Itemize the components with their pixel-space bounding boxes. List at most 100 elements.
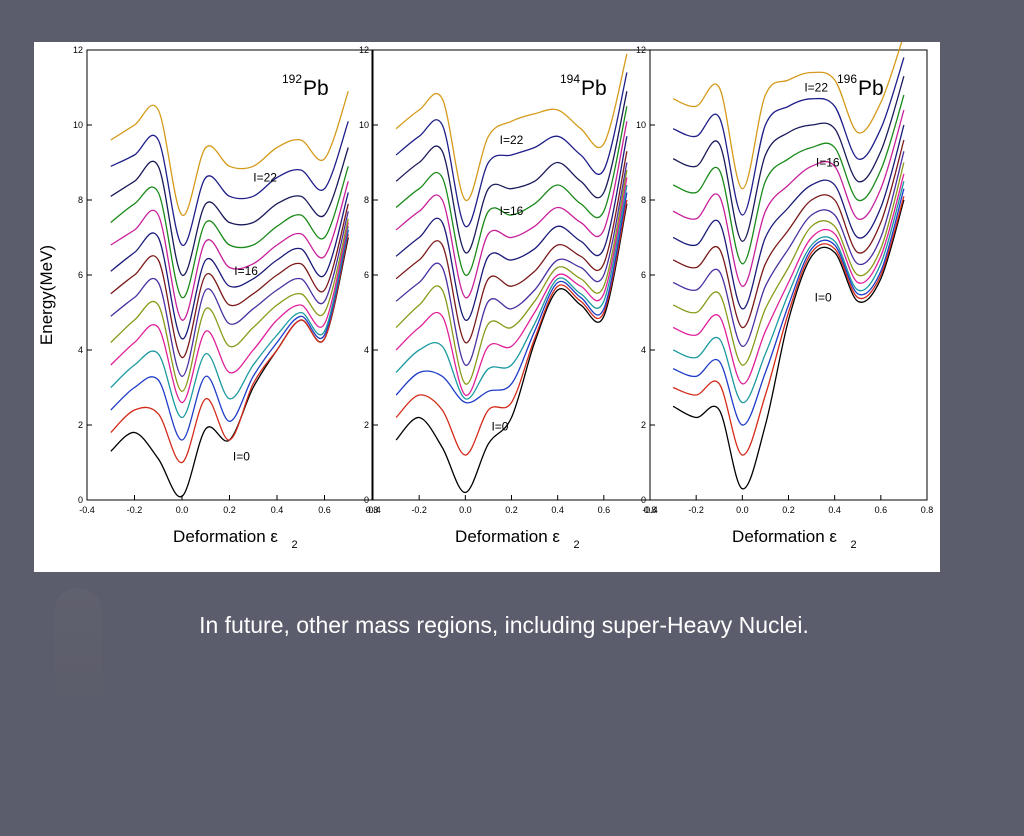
x-tick-label: -0.4 [642, 505, 658, 515]
y-tick-label: 0 [78, 495, 83, 505]
series-line-3 [672, 181, 905, 404]
x-tick-label: 0.4 [551, 505, 564, 515]
plot-frame-0 [86, 49, 373, 501]
series-line-7 [110, 203, 349, 359]
spin-label: I=16 [500, 204, 524, 218]
series-line-2 [672, 188, 905, 426]
spin-label: I=16 [234, 264, 258, 278]
spin-label: I=16 [816, 155, 840, 169]
y-tick-label: 0 [364, 495, 369, 505]
decorative-watermark [54, 588, 102, 723]
x-tick-label: 0.2 [223, 505, 236, 515]
series-line-7 [672, 139, 905, 329]
x-tick-label: -0.2 [411, 505, 427, 515]
x-tick-label: 0.0 [736, 505, 749, 515]
y-tick-label: 10 [636, 120, 646, 130]
series-line-12 [395, 72, 628, 227]
y-tick-label: 10 [359, 120, 369, 130]
series-line-11 [672, 76, 905, 242]
chart-figure: 0 2 4 6 8 10 12 -0.4 -0.2 0.0 0.2 0.4 0.6 0.8 I=0 I=16 I… [34, 42, 940, 572]
series-line-7 [395, 151, 628, 344]
x-axis-label-subscript: 2 [851, 539, 857, 551]
series-line-10 [395, 106, 628, 276]
series-line-8 [110, 192, 349, 340]
nucleus-mass-number: 196 [837, 72, 857, 86]
x-axis-label-subscript: 2 [574, 539, 580, 551]
series-line-12 [672, 57, 905, 216]
series-line-1 [110, 233, 349, 464]
series-line-5 [110, 218, 349, 392]
series-line-6 [672, 151, 905, 347]
y-axis-label: Energy(MeV) [37, 245, 56, 345]
spin-label: I=0 [233, 450, 250, 464]
nucleus-mass-number: 194 [560, 72, 580, 86]
series-line-2 [110, 229, 349, 441]
series-line-13 [395, 53, 628, 201]
slide-caption: In future, other mass regions, including… [199, 612, 809, 638]
y-tick-label: 6 [364, 270, 369, 280]
series-line-10 [110, 166, 349, 299]
series-line-13 [110, 91, 349, 216]
x-tick-label: 0.6 [318, 505, 331, 515]
series-line-9 [110, 181, 349, 321]
x-tick-label: 0.0 [459, 505, 472, 515]
series-line-13 [672, 42, 903, 190]
spin-label: I=22 [500, 133, 524, 147]
series-line-3 [110, 226, 349, 419]
y-tick-label: 2 [641, 420, 646, 430]
y-tick-label: 6 [641, 270, 646, 280]
x-tick-label: 0.8 [644, 505, 657, 515]
series-line-0 [672, 199, 905, 490]
series-line-4 [395, 177, 628, 396]
x-tick-label: -0.2 [688, 505, 704, 515]
x-axis-label: Deformation ε [173, 527, 278, 546]
x-tick-label: 0.0 [176, 505, 189, 515]
nucleus-symbol: Pb [858, 77, 884, 100]
spin-label: I=22 [804, 80, 828, 94]
series-line-4 [672, 173, 905, 385]
spin-label: I=0 [815, 290, 832, 304]
series-line-1 [395, 199, 628, 456]
y-tick-label: 2 [78, 420, 83, 430]
x-tick-label: 0.2 [505, 505, 518, 515]
spin-label: I=22 [253, 170, 277, 184]
series-line-11 [110, 147, 349, 276]
series-line-8 [395, 136, 628, 321]
x-tick-label: 0.4 [271, 505, 284, 515]
series-line-2 [395, 192, 628, 404]
x-tick-label: 0.8 [366, 505, 379, 515]
series-line-5 [395, 169, 628, 385]
series-line-9 [395, 121, 628, 299]
y-tick-label: 10 [73, 120, 83, 130]
x-tick-label: 0.2 [782, 505, 795, 515]
series-line-12 [110, 121, 349, 246]
x-axis-label: Deformation ε [732, 527, 837, 546]
x-tick-label: 0.4 [828, 505, 841, 515]
series-line-5 [672, 162, 905, 366]
x-axis-label: Deformation ε [455, 527, 560, 546]
x-tick-label: -0.4 [365, 505, 381, 515]
y-tick-label: 4 [78, 345, 83, 355]
series-line-6 [395, 162, 628, 366]
x-tick-label: -0.4 [79, 505, 95, 515]
y-tick-label: 12 [359, 45, 369, 55]
series-line-0 [110, 237, 349, 498]
series-line-0 [395, 203, 628, 494]
y-tick-label: 8 [364, 195, 369, 205]
chart-svg: 0 2 4 6 8 10 12 -0.4 -0.2 0.0 0.2 0.4 0.6 0.8 I=0 I=16 I… [37, 42, 933, 551]
series-line-9 [672, 109, 905, 287]
y-tick-label: 12 [636, 45, 646, 55]
y-tick-label: 8 [78, 195, 83, 205]
y-tick-label: 2 [364, 420, 369, 430]
x-tick-label: 0.6 [875, 505, 888, 515]
series-line-8 [672, 124, 905, 310]
y-tick-label: 4 [641, 345, 646, 355]
x-axis-label-subscript: 2 [292, 539, 298, 551]
nucleus-mass-number: 192 [282, 72, 302, 86]
y-tick-label: 0 [641, 495, 646, 505]
series-line-6 [110, 211, 349, 377]
nucleus-symbol: Pb [303, 77, 329, 100]
x-tick-label: -0.2 [127, 505, 143, 515]
series-line-4 [110, 222, 349, 404]
series-line-1 [672, 196, 905, 456]
